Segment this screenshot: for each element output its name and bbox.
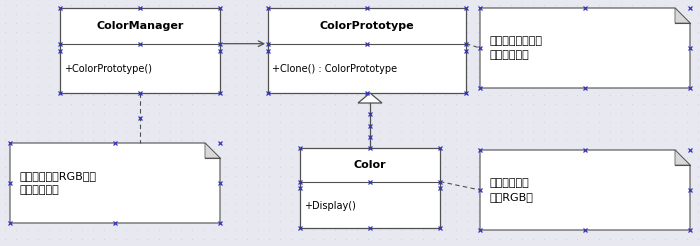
- Text: Color: Color: [354, 160, 386, 170]
- Polygon shape: [480, 8, 690, 88]
- Text: ColorManager: ColorManager: [97, 21, 183, 31]
- Polygon shape: [205, 143, 220, 158]
- Polygon shape: [480, 150, 690, 230]
- Text: +ColorPrototype(): +ColorPrototype(): [64, 64, 152, 74]
- Text: 颜色的抄象原型，
具有克隆方式: 颜色的抄象原型， 具有克隆方式: [490, 36, 543, 60]
- Bar: [300, 148, 440, 228]
- Polygon shape: [675, 8, 690, 23]
- Text: 颜色实体类，
包括RGB值: 颜色实体类， 包括RGB值: [490, 178, 534, 202]
- Text: ColorPrototype: ColorPrototype: [320, 21, 414, 31]
- Polygon shape: [10, 143, 220, 223]
- Text: 存放有颜色的RGB值，
根据名称返回: 存放有颜色的RGB值， 根据名称返回: [20, 171, 97, 195]
- Text: +Display(): +Display(): [304, 200, 356, 211]
- Bar: [60, 8, 220, 93]
- Polygon shape: [358, 93, 382, 103]
- Bar: [268, 8, 466, 93]
- Text: +Clone() : ColorPrototype: +Clone() : ColorPrototype: [272, 64, 397, 74]
- Polygon shape: [675, 150, 690, 165]
